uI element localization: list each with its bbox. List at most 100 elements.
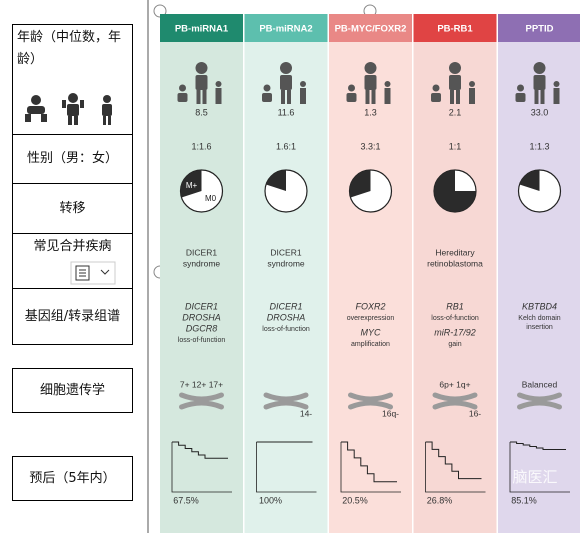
column-header <box>244 14 328 42</box>
chromosome-arm <box>517 392 562 402</box>
comorbidity: syndrome <box>267 258 305 268</box>
icon-part <box>287 90 291 104</box>
icon-part <box>533 75 546 90</box>
pie-wedge <box>266 170 286 191</box>
survival-label: 26.8% <box>427 495 453 505</box>
chromosome-arm <box>179 392 224 402</box>
age-value: 33.0 <box>531 107 549 117</box>
chromosome-arm <box>263 392 309 402</box>
icon-part <box>533 62 546 74</box>
cytogenetics: 16q- <box>382 408 399 418</box>
icon-part <box>195 75 208 90</box>
genomic-line: KBTBD4 <box>522 301 557 311</box>
chromosome-arm <box>432 392 478 402</box>
icon-part <box>202 90 207 104</box>
sex-ratio: 1:1.3 <box>529 141 549 151</box>
sex-ratio: 1:1 <box>449 141 462 151</box>
row-label: 预后（5年内） <box>12 456 133 501</box>
survival-label: 20.5% <box>342 495 368 505</box>
comorbidity: Hereditary <box>435 247 475 257</box>
icon-part <box>384 88 391 104</box>
icon-part <box>262 93 272 102</box>
sex-ratio: 1:1.6 <box>191 141 211 151</box>
column-title: PPTID <box>526 24 554 35</box>
survival-curve <box>341 441 397 483</box>
column-body <box>498 14 580 533</box>
genomic-line: DGCR8 <box>186 323 218 333</box>
icon-part <box>348 84 355 92</box>
icon-part <box>449 62 461 74</box>
row-label: 基因组/转录组谱 <box>12 288 133 345</box>
icon-part <box>364 62 377 74</box>
chromosome <box>348 392 393 410</box>
genomic-line: loss-of-function <box>262 326 310 333</box>
watermark: 脑医汇 <box>512 469 557 486</box>
pie-wedge <box>349 170 371 198</box>
cytogenetics: 6p+ 1q+ <box>439 379 470 389</box>
age-value: 8.5 <box>195 107 208 117</box>
chromosome-arm <box>517 400 562 410</box>
column-header <box>498 14 580 42</box>
age-value: 1.3 <box>364 107 377 117</box>
icon-part <box>450 90 454 104</box>
icon-part <box>300 88 306 104</box>
chromosome-arm <box>263 400 309 410</box>
survival-axes <box>256 442 317 493</box>
row-label: 细胞遗传学 <box>12 368 133 413</box>
icon-part <box>553 81 560 87</box>
comorbidity: retinoblastoma <box>427 258 483 268</box>
column-header <box>329 14 412 42</box>
survival-axes <box>425 442 486 493</box>
survival-label: 100% <box>259 495 282 505</box>
column-header <box>413 14 497 42</box>
icon-part <box>280 62 292 74</box>
age-icon <box>346 62 391 104</box>
icon-part <box>456 90 460 104</box>
chromosome-arm <box>432 400 478 410</box>
chromosome-arm <box>179 400 224 410</box>
age-icon <box>431 62 475 104</box>
icon-part <box>263 84 271 92</box>
survival-curve <box>172 441 228 459</box>
genomic-line: insertion <box>526 324 553 331</box>
cytogenetics: 16- <box>469 408 481 418</box>
comorbidity: syndrome <box>183 258 221 268</box>
column-body <box>329 14 412 533</box>
pie-wedge <box>519 170 540 191</box>
icon-part <box>179 84 186 92</box>
column-title: PB-miRNA2 <box>259 24 312 35</box>
chromosome-arm <box>348 392 393 402</box>
genomic-line: MYC <box>361 327 382 337</box>
survival-axes <box>509 442 570 493</box>
genomic-line: gain <box>448 341 461 348</box>
icon-part <box>280 75 292 90</box>
column-body <box>160 14 243 533</box>
cytogenetics: 7+ 12+ 17+ <box>180 379 223 389</box>
age-value: 11.6 <box>278 107 295 117</box>
icon-part <box>469 81 475 87</box>
icon-part <box>517 84 524 92</box>
genomic-line: amplification <box>351 341 390 348</box>
icon-part <box>346 93 357 102</box>
age-value: 2.1 <box>449 107 462 117</box>
icon-part <box>469 88 475 104</box>
genomic-line: DROSHA <box>267 312 306 322</box>
icon-part <box>177 93 188 102</box>
column-body <box>413 14 497 533</box>
pie-wedge <box>180 170 202 198</box>
age-icons <box>25 93 112 125</box>
genomic-line: RB1 <box>446 301 464 311</box>
genomic-line: FOXR2 <box>355 301 385 311</box>
toolbar-icon[interactable] <box>70 261 116 285</box>
chromosome <box>179 392 224 410</box>
icon-part <box>449 75 461 90</box>
comorbidity: DICER1 <box>270 247 301 257</box>
sex-ratio: 3.3:1 <box>360 141 380 151</box>
column-title: PB-miRNA1 <box>175 24 229 35</box>
genomic-line: miR-17/92 <box>434 327 476 337</box>
age-icon <box>515 62 560 104</box>
icon-part <box>195 62 208 74</box>
genomic-line: Kelch domain <box>518 315 561 322</box>
icon-part <box>432 84 440 92</box>
